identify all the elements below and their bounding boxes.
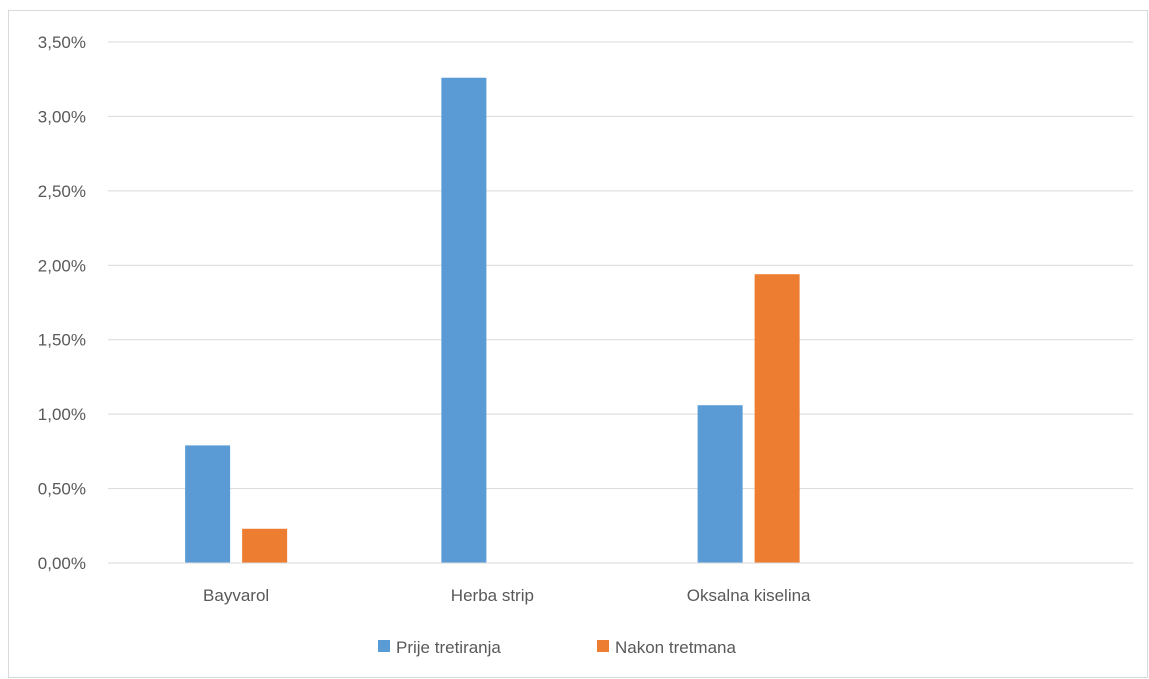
- y-axis-tick-labels: 0,00% 0,50% 1,00% 1,50% 2,00% 2,50% 3,00% 3,50%: [38, 33, 86, 573]
- category-label: Bayvarol: [203, 586, 269, 605]
- y-tick-label: 3,50%: [38, 33, 86, 52]
- bars: [185, 77, 800, 564]
- y-tick-label: 1,00%: [38, 405, 86, 424]
- legend-label: Prije tretiranja: [396, 638, 501, 657]
- y-tick-label: 2,50%: [38, 182, 86, 201]
- legend-swatch: [378, 640, 390, 652]
- legend: Prije tretiranja Nakon tretmana: [378, 638, 736, 657]
- category-labels: Bayvarol Herba strip Oksalna kiselina: [203, 586, 811, 605]
- category-label: Herba strip: [451, 586, 534, 605]
- bar-prije: [441, 77, 487, 564]
- bar-nakon: [242, 528, 288, 563]
- chart-frame: [8, 10, 1148, 678]
- y-tick-label: 0,00%: [38, 554, 86, 573]
- y-tick-label: 2,00%: [38, 256, 86, 275]
- legend-label: Nakon tretmana: [615, 638, 736, 657]
- gridlines: [108, 41, 1133, 490]
- bar-prije: [185, 445, 231, 563]
- y-tick-label: 0,50%: [38, 480, 86, 499]
- bar-prije: [697, 405, 743, 563]
- y-tick-label: 1,50%: [38, 331, 86, 350]
- y-tick-label: 3,00%: [38, 107, 86, 126]
- legend-swatch: [597, 640, 609, 652]
- bar-nakon: [754, 274, 800, 563]
- category-label: Oksalna kiselina: [687, 586, 811, 605]
